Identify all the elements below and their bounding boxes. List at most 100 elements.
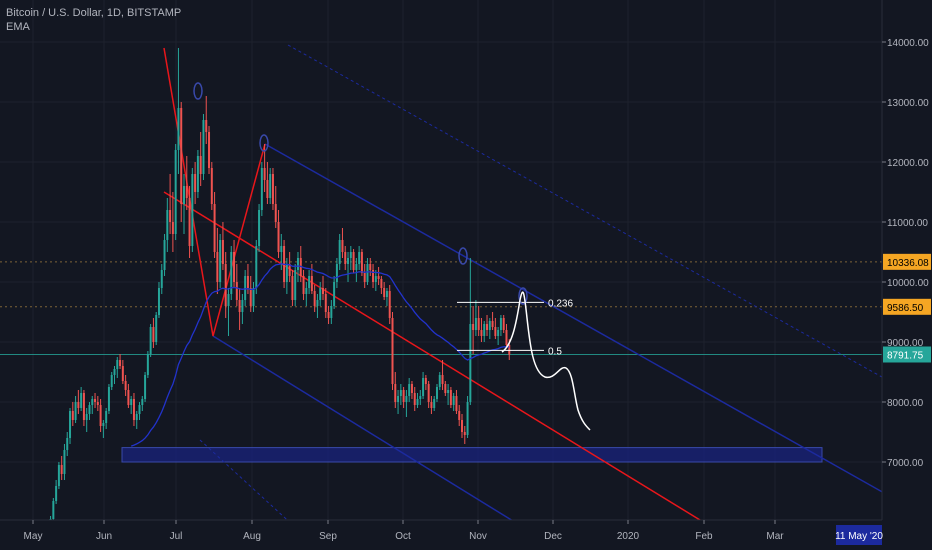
candle-body	[455, 396, 458, 411]
candle-body	[349, 252, 352, 258]
time-tick-label: Feb	[695, 531, 713, 542]
candle-body	[319, 288, 322, 300]
candle-body	[483, 324, 486, 336]
candle-body	[488, 321, 491, 330]
candle-body	[355, 264, 358, 270]
price-tick-label: 7000.00	[887, 458, 924, 469]
channel	[199, 44, 882, 520]
candle-body	[263, 168, 266, 180]
price-label-box	[883, 253, 931, 270]
candle-body	[138, 405, 141, 414]
candle-body	[347, 258, 350, 264]
price-tick-label: 8000.00	[887, 398, 924, 409]
candle-body	[266, 180, 269, 198]
fib-label: 0.5	[548, 346, 562, 357]
time-tick-label: Jun	[96, 531, 112, 542]
candle-body	[449, 390, 452, 405]
candle-body	[241, 300, 244, 312]
candle-body	[233, 252, 236, 282]
price-tick-label: 12000.00	[887, 158, 929, 169]
candle-body	[477, 318, 480, 330]
candle-body	[149, 327, 152, 354]
time-tick-label: 2020	[617, 531, 640, 542]
swing-marker	[259, 134, 269, 152]
price-label-box	[883, 298, 931, 315]
grid	[0, 0, 882, 520]
candle-body	[66, 438, 69, 450]
candle-body	[57, 465, 60, 486]
candle-body	[385, 291, 388, 297]
channel-lower-line	[212, 335, 513, 520]
candle-body	[132, 399, 135, 420]
candle-body	[474, 318, 477, 330]
fib-retracement: 0.236 0.5	[457, 298, 573, 357]
candle-body	[230, 252, 233, 294]
candle-body	[480, 330, 483, 336]
candle-body	[358, 252, 361, 264]
candle-body	[180, 108, 183, 204]
candle-body	[408, 384, 411, 396]
candle-body	[185, 186, 188, 198]
candle-body	[399, 390, 402, 396]
candle-body	[77, 402, 80, 408]
candle-body	[155, 315, 158, 342]
candle-body	[416, 399, 419, 405]
candle-body	[52, 501, 55, 519]
channel-upper-line	[264, 143, 882, 493]
candle-body	[252, 288, 255, 306]
candle-body	[469, 324, 472, 402]
candle-body	[99, 405, 102, 426]
time-tick-label: Nov	[469, 531, 487, 542]
candle-body	[372, 270, 375, 282]
candle-body	[405, 396, 408, 402]
candle-body	[235, 282, 238, 300]
candle-body	[394, 384, 397, 402]
price-label-text: 8791.75	[887, 350, 924, 361]
candle-body	[377, 276, 380, 279]
price-label-text: 9586.50	[887, 303, 924, 314]
candle-body	[255, 246, 258, 288]
candle-body	[246, 276, 249, 288]
candle-body	[216, 252, 219, 282]
time-tick-label: Dec	[544, 531, 562, 542]
candle-body	[383, 288, 386, 297]
candle-body	[157, 288, 160, 315]
candle-body	[224, 264, 227, 306]
date-label: 11 May '20	[835, 531, 883, 542]
candle-body	[288, 264, 291, 276]
candle-body	[499, 318, 502, 330]
candle-body	[82, 393, 85, 420]
candle-body	[244, 276, 247, 300]
candle-body	[505, 330, 508, 345]
candle-body	[366, 264, 369, 282]
price-tick-label: 9000.00	[887, 338, 924, 349]
swing-marker	[518, 287, 528, 305]
indicator-label: EMA	[6, 21, 30, 33]
candle-body	[60, 465, 63, 474]
candle-body	[74, 402, 77, 420]
candle-body	[360, 252, 363, 273]
candle-body	[285, 264, 288, 282]
candle-body	[335, 264, 338, 282]
candle-body	[352, 252, 355, 270]
ema-line	[130, 263, 510, 447]
candle-body	[269, 174, 272, 198]
projection-path	[501, 291, 591, 431]
time-tick-label: Mar	[766, 531, 784, 542]
candle-body	[135, 414, 138, 420]
candle-body	[330, 306, 333, 318]
candle-body	[85, 414, 88, 420]
candle-body	[221, 240, 224, 264]
candle-body	[96, 402, 99, 405]
candle-body	[130, 399, 133, 405]
candle-body	[116, 360, 119, 369]
candle-body	[338, 240, 341, 264]
price-tick-label: 14000.00	[887, 38, 929, 49]
candle-body	[302, 276, 305, 294]
candle-body	[219, 240, 222, 282]
candle-body	[194, 174, 197, 192]
candle-body	[438, 375, 441, 387]
